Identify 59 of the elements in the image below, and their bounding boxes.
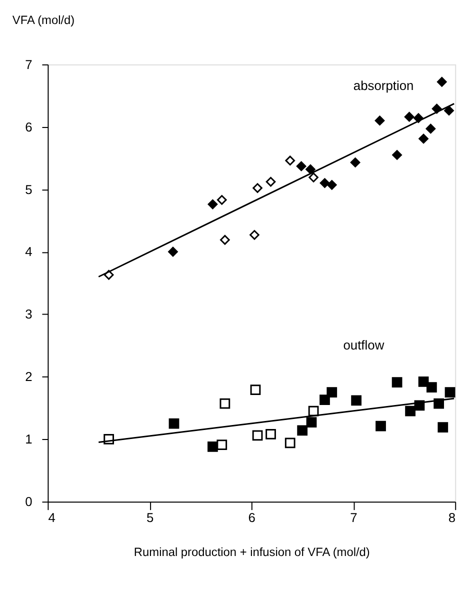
y-tick-label: 1 [25,432,32,447]
point [438,422,448,432]
point [306,417,317,428]
point [374,116,385,126]
point [436,76,447,87]
point [208,441,218,452]
point [216,440,228,450]
x-tick-label: 5 [146,510,154,525]
point [168,418,180,429]
annotation: outflow [343,338,385,353]
point [444,387,456,398]
y-tick-label: 6 [25,119,32,134]
y-axis-title: VFA (mol/d) [12,13,75,28]
point [326,180,337,190]
point [296,161,306,172]
x-tick-label: 8 [448,510,456,525]
point [250,230,260,240]
point [444,106,454,116]
point [306,164,316,174]
point [220,234,230,245]
x-tick-label: 7 [350,510,358,525]
point [308,172,318,182]
point [284,438,296,448]
point [418,376,429,387]
y-tick-label: 7 [25,56,32,72]
point [426,124,436,134]
point [266,428,276,440]
x-tick-label: 6 [248,510,256,525]
point [320,394,330,405]
y-tick-label: 5 [25,182,32,197]
x-tick-label: 4 [48,510,56,525]
point [285,156,296,166]
point [216,195,227,205]
point [351,395,362,406]
point [426,382,437,392]
point [418,134,428,144]
y-tick-label: 4 [25,244,32,260]
point [392,150,402,160]
y-tick-label: 3 [25,306,32,322]
point [405,406,416,416]
point [252,430,263,441]
point [250,384,261,395]
point [320,178,330,188]
point [392,377,402,388]
point [404,112,414,122]
y-tick-label: 2 [25,369,32,384]
point [350,158,360,168]
point [432,104,442,114]
x-axis-title: Ruminal production + infusion of VFA (mol/d) [134,544,370,559]
point [326,387,338,398]
point [297,425,308,436]
point [376,420,386,432]
point [266,176,276,187]
y-tick-label: 0 [25,494,32,510]
point [252,183,262,193]
point [220,398,230,409]
point [208,199,218,210]
point [168,246,178,257]
annotation: absorption [353,78,414,94]
